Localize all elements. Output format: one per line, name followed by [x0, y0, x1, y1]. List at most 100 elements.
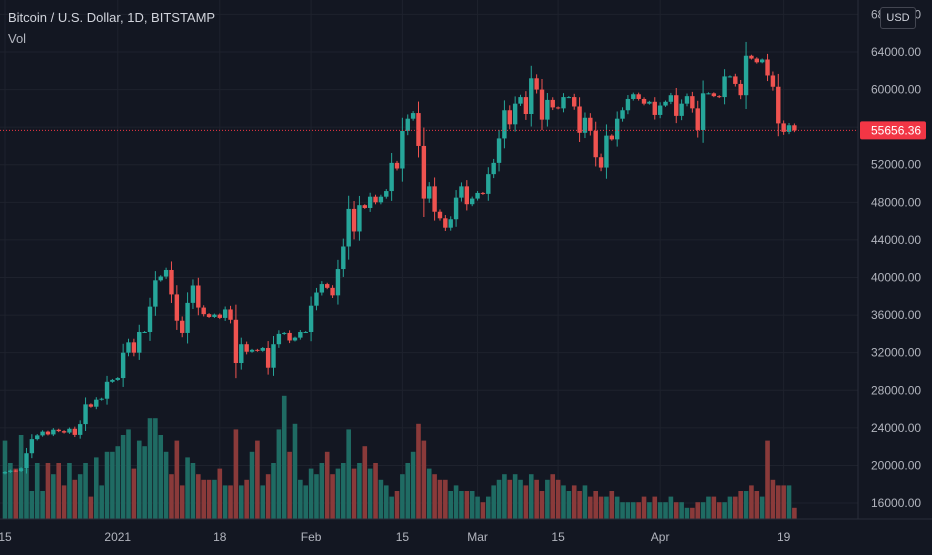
volume-bar	[754, 491, 760, 519]
candle	[51, 429, 56, 435]
volume-bar	[405, 463, 411, 519]
volume-bar	[652, 496, 658, 519]
candle	[94, 399, 99, 407]
volume-bar	[749, 485, 754, 519]
candle	[319, 284, 325, 293]
candle	[56, 429, 61, 432]
volume-bar	[136, 440, 142, 519]
candle	[2, 472, 8, 474]
x-tick-label: Mar	[467, 530, 488, 544]
volume-bar	[142, 446, 147, 519]
x-tick-label: Apr	[651, 530, 670, 544]
candle	[137, 332, 142, 353]
volume-bar	[464, 491, 470, 519]
candle	[614, 118, 620, 140]
candle	[131, 342, 137, 353]
candle	[545, 99, 550, 120]
candle	[126, 342, 131, 353]
volume-bar	[507, 479, 513, 519]
candle	[604, 135, 609, 168]
volume-bar	[786, 485, 792, 519]
volume-bar	[126, 429, 131, 519]
volume-bar	[550, 474, 556, 519]
volume-bar	[163, 451, 169, 519]
volume-bar	[609, 491, 615, 519]
volume-bar	[722, 502, 727, 519]
volume-bar	[29, 491, 35, 519]
volume-bar	[555, 479, 561, 519]
candle	[158, 276, 163, 281]
candle	[169, 269, 174, 295]
last-price-badge	[860, 121, 926, 140]
y-tick-label: 28000.00	[871, 383, 921, 397]
volume-bar	[588, 496, 593, 519]
volume-bar	[383, 485, 389, 519]
candle	[142, 332, 147, 334]
candle	[765, 59, 770, 76]
candle	[636, 94, 641, 99]
volume-bar	[238, 485, 244, 519]
candle	[453, 197, 459, 220]
currency-button[interactable]: USD	[880, 7, 916, 29]
candle	[174, 294, 180, 321]
candle	[351, 208, 357, 232]
volume-bar	[443, 479, 448, 519]
candle	[674, 95, 679, 116]
volume-bar	[179, 485, 185, 519]
candle	[260, 347, 265, 351]
volume-bar	[706, 496, 711, 519]
candle	[115, 378, 120, 380]
candle	[373, 196, 378, 203]
candle	[61, 431, 67, 433]
volume-bar	[502, 474, 507, 519]
candle	[110, 379, 115, 382]
volume-bar	[577, 491, 582, 519]
candle	[308, 305, 314, 333]
volume-bar	[67, 463, 72, 519]
volume-bar	[99, 485, 104, 519]
volume-bar	[104, 451, 110, 519]
volume-bar	[249, 451, 255, 519]
candle	[663, 101, 668, 106]
candle	[249, 349, 255, 352]
candle	[507, 110, 512, 125]
candle	[405, 118, 410, 131]
volume-bar	[770, 479, 776, 519]
volume-bar	[8, 463, 13, 519]
volume-bar	[244, 479, 249, 519]
volume-bar	[13, 468, 19, 519]
volume-bar	[432, 474, 437, 519]
volume-bar	[545, 479, 550, 519]
candle	[13, 470, 18, 472]
candle	[335, 269, 341, 296]
candle	[759, 59, 765, 63]
volume-bar	[40, 491, 45, 519]
candle	[394, 162, 400, 169]
volume-bar	[72, 479, 78, 519]
candle	[523, 97, 529, 115]
volume-bar	[201, 479, 206, 519]
candle	[212, 314, 217, 317]
candle	[641, 98, 647, 104]
candle	[35, 435, 40, 440]
candle	[8, 470, 13, 473]
volume-bar	[566, 491, 572, 519]
volume-bar	[459, 491, 464, 519]
candle	[18, 468, 24, 472]
x-tick-label: 2021	[104, 530, 131, 544]
volume-bar	[169, 474, 174, 519]
y-tick-label: 32000.00	[871, 346, 921, 360]
volume-bar	[496, 479, 502, 519]
candle	[67, 428, 72, 433]
candle	[88, 404, 94, 407]
candle	[512, 103, 518, 125]
candle	[722, 76, 727, 98]
volume-bar	[341, 463, 346, 519]
candle	[781, 123, 786, 132]
volume-bar	[233, 429, 239, 519]
candle	[620, 110, 625, 119]
volume-bar	[598, 496, 604, 519]
volume-bar	[34, 463, 40, 519]
